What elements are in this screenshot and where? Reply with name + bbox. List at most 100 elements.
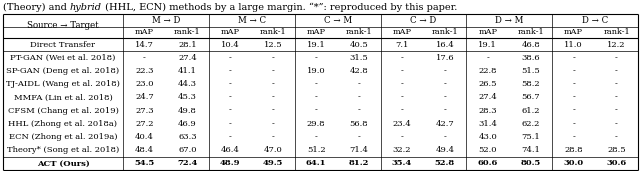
Text: -: - bbox=[272, 80, 275, 88]
Text: hybrid: hybrid bbox=[70, 3, 102, 11]
Text: -: - bbox=[272, 54, 275, 62]
Text: 80.5: 80.5 bbox=[520, 159, 541, 167]
Text: -: - bbox=[401, 54, 403, 62]
Text: 51.5: 51.5 bbox=[522, 67, 540, 75]
Text: MMFA (Lin et al. 2018): MMFA (Lin et al. 2018) bbox=[13, 93, 113, 101]
Text: mAP: mAP bbox=[392, 29, 412, 36]
Text: 30.0: 30.0 bbox=[564, 159, 584, 167]
Text: -: - bbox=[444, 93, 446, 101]
Text: 44.3: 44.3 bbox=[178, 80, 197, 88]
Text: 63.3: 63.3 bbox=[178, 133, 196, 141]
Text: 29.8: 29.8 bbox=[307, 120, 325, 128]
Text: M → D: M → D bbox=[152, 16, 180, 25]
Text: -: - bbox=[358, 133, 360, 141]
Text: 67.0: 67.0 bbox=[178, 146, 196, 154]
Text: -: - bbox=[272, 133, 275, 141]
Text: -: - bbox=[572, 54, 575, 62]
Text: 42.7: 42.7 bbox=[435, 120, 454, 128]
Text: 31.4: 31.4 bbox=[478, 120, 497, 128]
Text: HHL (Zhong et al. 2018a): HHL (Zhong et al. 2018a) bbox=[8, 120, 118, 128]
Text: 28.1: 28.1 bbox=[178, 41, 196, 49]
Text: 49.8: 49.8 bbox=[178, 107, 197, 115]
Text: 30.6: 30.6 bbox=[607, 159, 627, 167]
Text: 12.5: 12.5 bbox=[264, 41, 282, 49]
Text: -: - bbox=[572, 107, 575, 115]
Text: 19.1: 19.1 bbox=[479, 41, 497, 49]
Text: 46.4: 46.4 bbox=[221, 146, 240, 154]
Text: -: - bbox=[401, 67, 403, 75]
Text: -: - bbox=[358, 80, 360, 88]
Text: -: - bbox=[272, 67, 275, 75]
Text: -: - bbox=[444, 80, 446, 88]
Text: -: - bbox=[272, 93, 275, 101]
Text: (Theory) and: (Theory) and bbox=[3, 2, 70, 12]
Text: -: - bbox=[229, 67, 232, 75]
Text: -: - bbox=[615, 54, 618, 62]
Text: -: - bbox=[615, 80, 618, 88]
Text: C → M: C → M bbox=[324, 16, 351, 25]
Text: ECN (Zhong et al. 2019a): ECN (Zhong et al. 2019a) bbox=[9, 133, 117, 141]
Text: 32.2: 32.2 bbox=[393, 146, 412, 154]
Text: rank-1: rank-1 bbox=[260, 29, 287, 36]
Text: -: - bbox=[401, 80, 403, 88]
Text: 52.8: 52.8 bbox=[435, 159, 455, 167]
Text: -: - bbox=[143, 54, 146, 62]
Text: -: - bbox=[229, 54, 232, 62]
Text: 43.0: 43.0 bbox=[479, 133, 497, 141]
Text: TJ-AIDL (Wang et al. 2018): TJ-AIDL (Wang et al. 2018) bbox=[6, 80, 120, 88]
Text: rank-1: rank-1 bbox=[346, 29, 372, 36]
Text: -: - bbox=[615, 93, 618, 101]
Text: CFSM (Chang et al. 2019): CFSM (Chang et al. 2019) bbox=[8, 107, 118, 115]
Text: 56.8: 56.8 bbox=[349, 120, 369, 128]
Text: 74.1: 74.1 bbox=[521, 146, 540, 154]
Text: mAP: mAP bbox=[307, 29, 326, 36]
Text: 45.3: 45.3 bbox=[178, 93, 197, 101]
Text: -: - bbox=[229, 120, 232, 128]
Text: -: - bbox=[615, 120, 618, 128]
Text: 40.4: 40.4 bbox=[135, 133, 154, 141]
Text: Theory* (Song et al. 2018): Theory* (Song et al. 2018) bbox=[7, 146, 119, 154]
Text: 23.0: 23.0 bbox=[135, 80, 154, 88]
Text: 19.1: 19.1 bbox=[307, 41, 326, 49]
Text: 27.2: 27.2 bbox=[135, 120, 154, 128]
Text: -: - bbox=[615, 67, 618, 75]
Text: 58.2: 58.2 bbox=[522, 80, 540, 88]
Text: 38.6: 38.6 bbox=[522, 54, 540, 62]
Text: 19.0: 19.0 bbox=[307, 67, 325, 75]
Text: -: - bbox=[486, 54, 489, 62]
Text: -: - bbox=[615, 107, 618, 115]
Text: -: - bbox=[315, 54, 317, 62]
Text: ACT (Ours): ACT (Ours) bbox=[36, 159, 90, 167]
Text: -: - bbox=[315, 133, 317, 141]
Text: 17.6: 17.6 bbox=[436, 54, 454, 62]
Text: 31.5: 31.5 bbox=[349, 54, 369, 62]
Text: -: - bbox=[615, 133, 618, 141]
Text: PT-GAN (Wei et al. 2018): PT-GAN (Wei et al. 2018) bbox=[10, 54, 116, 62]
Text: -: - bbox=[401, 93, 403, 101]
Text: -: - bbox=[572, 120, 575, 128]
Text: -: - bbox=[315, 107, 317, 115]
Text: 60.6: 60.6 bbox=[477, 159, 498, 167]
Text: M → C: M → C bbox=[237, 16, 266, 25]
Text: -: - bbox=[229, 133, 232, 141]
Text: 51.2: 51.2 bbox=[307, 146, 325, 154]
Text: SP-GAN (Deng et al. 2018): SP-GAN (Deng et al. 2018) bbox=[6, 67, 120, 75]
Text: -: - bbox=[444, 133, 446, 141]
Text: -: - bbox=[229, 80, 232, 88]
Text: 49.4: 49.4 bbox=[435, 146, 454, 154]
Text: 14.7: 14.7 bbox=[135, 41, 154, 49]
Text: 27.3: 27.3 bbox=[135, 107, 154, 115]
Text: 61.2: 61.2 bbox=[522, 107, 540, 115]
Text: -: - bbox=[401, 107, 403, 115]
Text: -: - bbox=[572, 93, 575, 101]
Text: 48.4: 48.4 bbox=[135, 146, 154, 154]
Text: 54.5: 54.5 bbox=[134, 159, 155, 167]
Text: -: - bbox=[272, 120, 275, 128]
Text: -: - bbox=[315, 93, 317, 101]
Text: 46.8: 46.8 bbox=[522, 41, 540, 49]
Text: (HHL, ECN) methods by a large margin. “*”: reproduced by this paper.: (HHL, ECN) methods by a large margin. “*… bbox=[102, 2, 458, 12]
Text: 72.4: 72.4 bbox=[177, 159, 198, 167]
Text: Direct Transfer: Direct Transfer bbox=[31, 41, 95, 49]
Text: 75.1: 75.1 bbox=[522, 133, 540, 141]
Text: D → C: D → C bbox=[582, 16, 608, 25]
